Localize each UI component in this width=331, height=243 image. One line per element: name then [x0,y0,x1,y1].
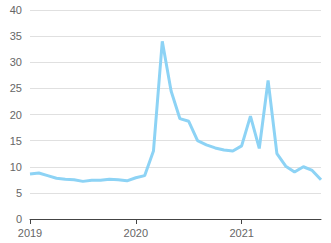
svg-text:30: 30 [10,56,22,68]
svg-text:0: 0 [16,213,22,225]
svg-text:2019: 2019 [18,227,42,239]
svg-text:40: 40 [10,4,22,16]
svg-text:25: 25 [10,82,22,94]
svg-text:20: 20 [10,109,22,121]
svg-text:15: 15 [10,135,22,147]
svg-text:2020: 2020 [124,227,148,239]
svg-text:10: 10 [10,161,22,173]
svg-text:35: 35 [10,30,22,42]
svg-text:5: 5 [16,187,22,199]
svg-text:2021: 2021 [229,227,253,239]
